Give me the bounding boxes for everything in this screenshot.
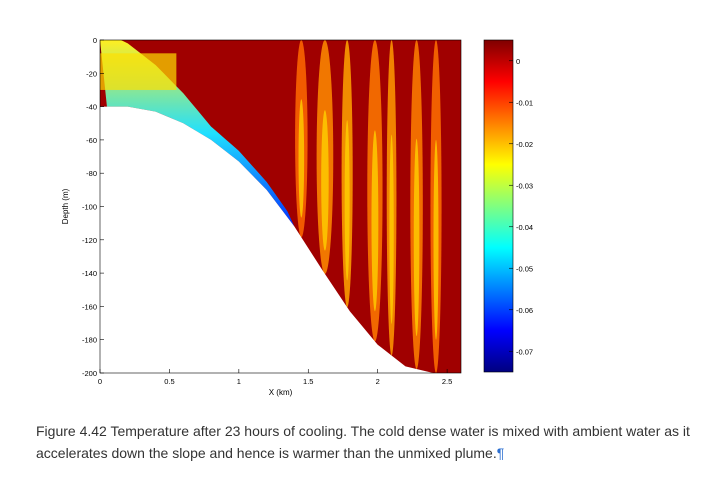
colorbar-tick-label-6: -0.06 bbox=[516, 306, 533, 315]
colorbar-tick-label-2: -0.02 bbox=[516, 140, 533, 149]
temperature-figure: 0 0.5 1 1.5 2 2.5 0 -20 -40 -60 -80 -100 -120 -140 -1… bbox=[61, 36, 533, 397]
colorbar-bar bbox=[483, 39, 514, 373]
x-tick-label-0: 0 bbox=[98, 377, 102, 386]
y-tick-label-10: -200 bbox=[82, 369, 97, 378]
colorbar-tick-label-3: -0.03 bbox=[516, 181, 533, 190]
y-tick-label-4: -80 bbox=[86, 169, 97, 178]
colorbar-tick-label-4: -0.04 bbox=[516, 223, 533, 232]
plot-area bbox=[99, 39, 462, 374]
x-tick-label-5: 2.5 bbox=[442, 377, 452, 386]
colorbar-tick-label-1: -0.01 bbox=[516, 98, 533, 107]
mixed-plume bbox=[295, 40, 442, 373]
x-tick-label-3: 1.5 bbox=[303, 377, 313, 386]
colorbar-tick-label-7: -0.07 bbox=[516, 347, 533, 356]
y-axis: 0 -20 -40 -60 -80 -100 -120 -140 -160 -180 -200 bbox=[82, 36, 104, 378]
figure-caption: Figure 4.42 Temperature after 23 hours o… bbox=[36, 420, 716, 464]
plume-core-5 bbox=[389, 134, 394, 324]
x-axis-label: X (km) bbox=[269, 388, 293, 397]
y-axis-label: Depth (m) bbox=[61, 188, 70, 224]
plume-core-4 bbox=[371, 130, 379, 312]
y-tick-label-5: -100 bbox=[82, 203, 97, 212]
y-tick-label-8: -160 bbox=[82, 302, 97, 311]
plume-core-3 bbox=[344, 120, 350, 281]
y-tick-label-7: -140 bbox=[82, 269, 97, 278]
y-tick-label-3: -60 bbox=[86, 136, 97, 145]
y-tick-label-9: -180 bbox=[82, 336, 97, 345]
y-tick-label-1: -20 bbox=[86, 69, 97, 78]
plume-core-7 bbox=[433, 139, 439, 340]
colorbar-tick-label-0: 0 bbox=[516, 57, 520, 66]
x-tick-label-2: 1 bbox=[237, 377, 241, 386]
y-tick-label-0: 0 bbox=[93, 36, 97, 45]
caption-text: Figure 4.42 Temperature after 23 hours o… bbox=[36, 423, 690, 461]
colorbar-tick-label-5: -0.05 bbox=[516, 264, 533, 273]
surface-mixed-zone bbox=[100, 53, 177, 90]
x-tick-label-1: 0.5 bbox=[164, 377, 174, 386]
plume-core-2 bbox=[321, 110, 329, 251]
x-tick-label-4: 2 bbox=[376, 377, 380, 386]
y-tick-label-2: -40 bbox=[86, 103, 97, 112]
plume-core-6 bbox=[413, 138, 420, 337]
y-tick-label-6: -120 bbox=[82, 236, 97, 245]
colorbar: 0 -0.01 -0.02 -0.03 -0.04 -0.05 -0.06 -0.07 bbox=[483, 39, 533, 373]
plume-core-1 bbox=[298, 99, 305, 218]
seabed bbox=[100, 106, 461, 373]
x-axis: 0 0.5 1 1.5 2 2.5 bbox=[98, 369, 452, 386]
pilcrow-mark: ¶ bbox=[496, 445, 505, 461]
